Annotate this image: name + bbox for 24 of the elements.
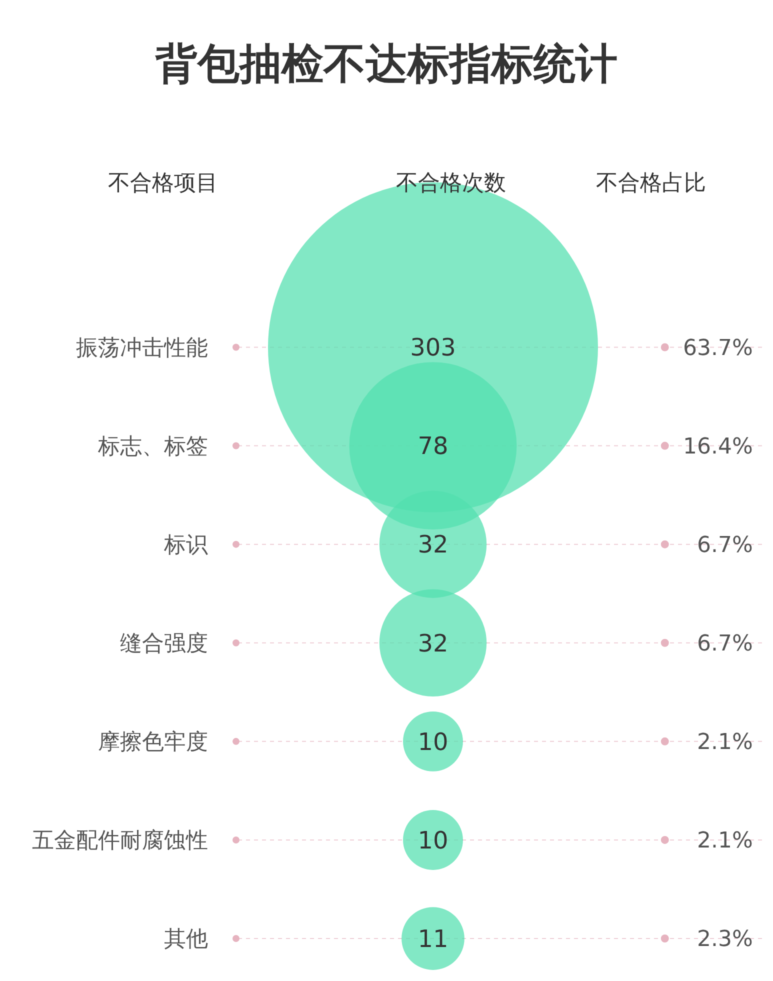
data-label: 10 [418, 826, 448, 854]
text: 不合格占比 [595, 170, 707, 198]
category-label: 其他 [164, 927, 208, 952]
data-label: 2.1% [696, 730, 753, 756]
data-label: 303 [410, 334, 456, 362]
data-label: 6.7% [696, 533, 753, 558]
data-label: 63.7% [682, 336, 753, 361]
data-label: 32 [418, 629, 448, 658]
text: 背包抽检不达标指标统计 [154, 38, 618, 90]
data-label: 11 [418, 924, 448, 953]
category-label: 标识 [163, 533, 208, 558]
category-label: 五金配件耐腐蚀性 [32, 828, 208, 854]
text: 不合格项目 [107, 170, 219, 198]
data-label: 2.1% [696, 828, 753, 854]
data-label: 10 [418, 728, 448, 756]
category-label: 标志、标签 [97, 434, 208, 460]
category-label: 振荡冲击性能 [76, 336, 208, 361]
data-label: 78 [418, 432, 448, 460]
data-label: 6.7% [696, 632, 753, 657]
category-label: 摩擦色牢度 [98, 730, 208, 756]
data-label: 16.4% [682, 434, 753, 460]
data-label: 32 [418, 530, 448, 559]
data-label: 2.3% [696, 927, 753, 952]
category-label: 缝合强度 [120, 632, 208, 657]
